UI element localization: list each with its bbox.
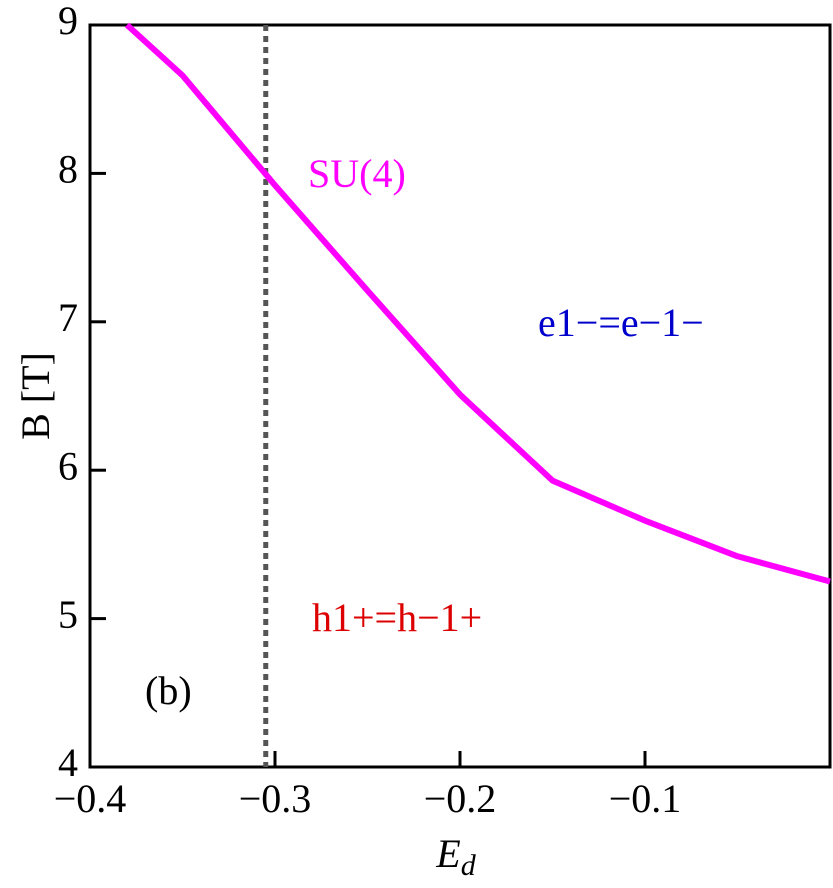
annotation: (b): [145, 668, 192, 713]
x-label-subscript: d: [461, 849, 477, 882]
y-tick-label: 9: [58, 0, 78, 43]
annotation: h1+=h−1+: [312, 595, 482, 640]
x-tick-label: −0.2: [424, 776, 497, 821]
y-tick-label: 4: [58, 740, 78, 785]
annotation: e1−=e−1−: [538, 300, 704, 345]
x-tick-label: −0.3: [239, 776, 312, 821]
y-tick-label: 6: [58, 443, 78, 488]
y-tick-label: 7: [58, 295, 78, 340]
x-tick-label: −0.1: [609, 776, 682, 821]
y-tick-label: 8: [58, 147, 78, 192]
x-tick-label: −0.4: [54, 776, 127, 821]
x-label-main: E: [435, 831, 460, 876]
y-tick-label: 5: [58, 592, 78, 637]
x-axis-label: Ed: [435, 831, 476, 882]
data-line: [124, 22, 831, 585]
y-axis-label: B [T]: [13, 352, 58, 440]
annotation: SU(4): [308, 151, 406, 196]
